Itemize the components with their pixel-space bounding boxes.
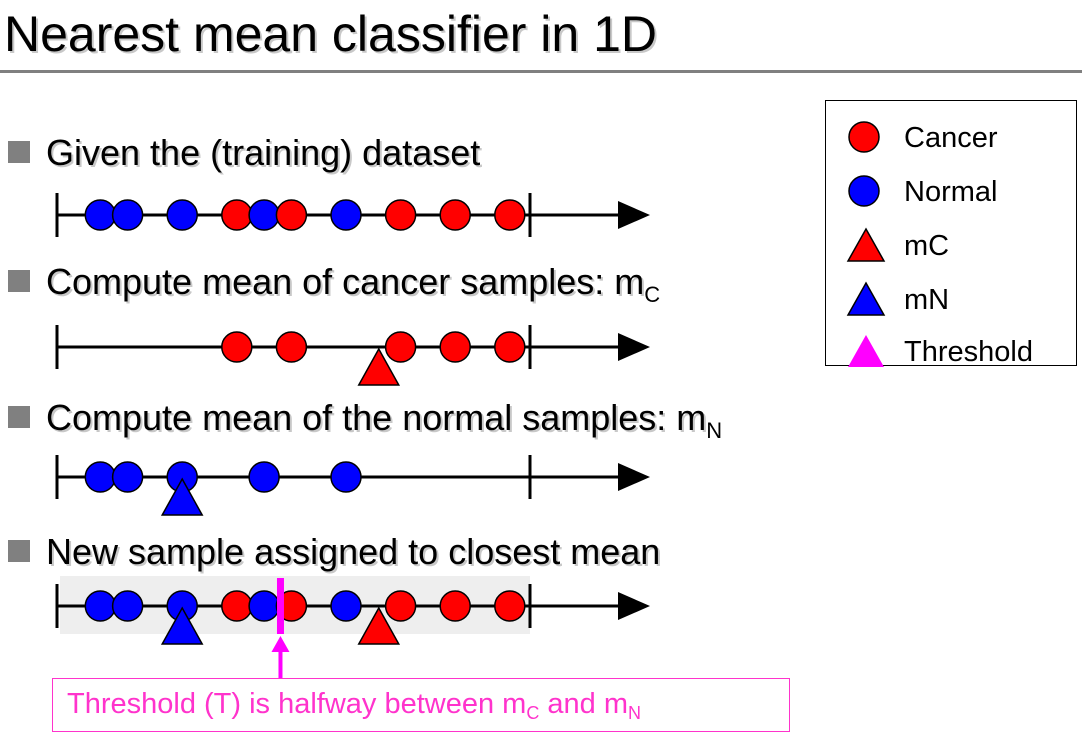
cancer-sample-point [384, 590, 417, 622]
magenta-triangle-icon [848, 335, 884, 367]
normal-sample-point [248, 590, 280, 622]
bullet-mean-normal: Compute mean of the normal samples: mN [8, 397, 722, 442]
callout-text-mid: and m [539, 688, 629, 720]
cancer-sample-point [221, 590, 253, 622]
bullet-text: New sample assigned to closest mean [46, 531, 661, 572]
blue-triangle-icon [846, 281, 886, 316]
cancer-sample-point [221, 199, 253, 231]
threshold-bar [276, 578, 284, 634]
normal-sample-point [248, 461, 280, 493]
legend-item-mc: mC [826, 225, 1078, 265]
bullet-text: Compute mean of the normal samples: m [46, 397, 707, 438]
cancer-sample-point [494, 199, 526, 231]
cancer-sample-point [439, 199, 471, 231]
cancer-sample-point [494, 590, 526, 622]
bullet-text: Given the (training) dataset [46, 132, 481, 173]
title-divider [0, 70, 1082, 73]
legend-label: mC [904, 230, 950, 262]
normal-sample-point [111, 590, 144, 622]
legend-item-threshold: Threshold [826, 331, 1078, 371]
legend-item-cancer: Cancer [826, 117, 1078, 157]
threshold-arrow-icon [271, 636, 290, 652]
cancer-sample-point [439, 331, 471, 363]
axis-arrow-icon [618, 592, 650, 620]
red-triangle-icon [846, 227, 886, 262]
axis-arrow-icon [618, 201, 650, 229]
mean-cancer-marker [357, 347, 401, 386]
cancer-sample-point [494, 331, 526, 363]
bullet-given-dataset: Given the (training) dataset [8, 133, 480, 173]
cancer-sample-point [275, 331, 308, 363]
bullet-new-sample: New sample assigned to closest mean [8, 532, 660, 572]
mean-normal-marker [160, 477, 204, 516]
blue-circle-icon [848, 175, 880, 207]
bullet-subscript: N [706, 418, 723, 443]
legend-item-mn: mN [826, 279, 1078, 319]
cancer-sample-point [384, 331, 417, 363]
page-title: Nearest mean classifier in 1D [4, 6, 658, 62]
normal-sample-point [330, 199, 362, 231]
normal-sample-point [84, 590, 117, 622]
callout-subscript-n: N [628, 703, 642, 723]
normal-sample-point [111, 199, 144, 231]
normal-sample-point [330, 461, 362, 493]
callout-text: Threshold (T) is halfway between m [67, 688, 527, 720]
bullet-square-icon [8, 270, 30, 292]
legend-label: Threshold [904, 336, 1033, 368]
bullet-subscript: C [644, 282, 661, 307]
bullet-text: Compute mean of cancer samples: m [46, 261, 645, 302]
bullet-square-icon [8, 141, 30, 163]
cancer-sample-point [221, 331, 253, 363]
axis-arrow-icon [618, 333, 650, 361]
legend-label: Normal [904, 176, 998, 208]
threshold-callout: Threshold (T) is halfway between mC and … [52, 678, 790, 732]
cancer-sample-point [439, 590, 471, 622]
legend-label: mN [904, 284, 950, 316]
mean-cancer-marker [357, 606, 401, 645]
legend-item-normal: Normal [826, 171, 1078, 211]
bullet-square-icon [8, 540, 30, 562]
legend: Cancer Normal mC mN Threshold [825, 100, 1078, 368]
bullet-square-icon [8, 406, 30, 428]
red-circle-icon [848, 121, 880, 153]
mean-normal-marker [160, 606, 204, 645]
callout-subscript-c: C [526, 703, 540, 723]
normal-sample-point [248, 199, 280, 231]
legend-label: Cancer [904, 122, 998, 154]
axis-arrow-icon [618, 463, 650, 491]
cancer-sample-point [384, 199, 417, 231]
normal-sample-point [111, 461, 144, 493]
normal-sample-point [84, 461, 117, 493]
normal-sample-point [84, 199, 117, 231]
bullet-mean-cancer: Compute mean of cancer samples: mC [8, 261, 660, 306]
normal-sample-point [330, 590, 362, 622]
cancer-sample-point [275, 199, 308, 231]
normal-sample-point [166, 199, 198, 231]
